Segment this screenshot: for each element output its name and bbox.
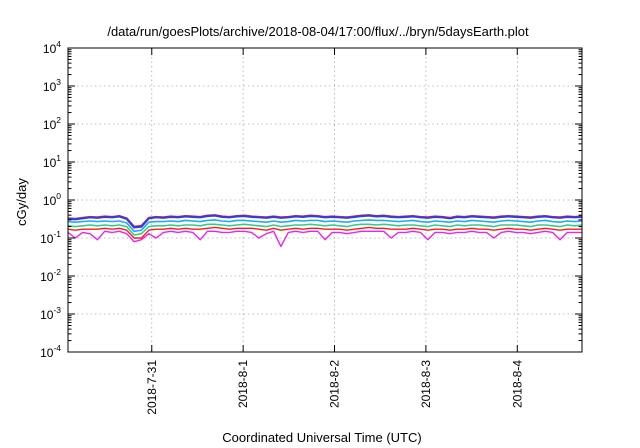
chart-title: /data/run/goesPlots/archive/2018-08-04/1… bbox=[107, 24, 529, 39]
x-axis-label: Coordinated Universal Time (UTC) bbox=[222, 430, 421, 445]
y-tick-label: 10-3 bbox=[40, 305, 61, 322]
series-line-4 bbox=[67, 223, 583, 236]
grid bbox=[68, 47, 582, 353]
y-axis: 10-4 10-3 10-2 10-1 100 101 102 103 104 bbox=[40, 39, 582, 360]
y-axis-label: cGy/day bbox=[14, 178, 29, 226]
x-tick-label: 2018-8-1 bbox=[236, 360, 250, 408]
x-tick-label: 2018-8-4 bbox=[510, 360, 524, 408]
y-tick-label: 101 bbox=[43, 153, 61, 170]
series-line-5 bbox=[67, 226, 582, 239]
y-tick-label: 10-4 bbox=[40, 343, 61, 360]
y-tick-label: 10-1 bbox=[40, 229, 61, 246]
x-tick-label: 2018-8-3 bbox=[419, 360, 433, 408]
y-tick-label: 103 bbox=[43, 77, 61, 94]
series-layer bbox=[67, 214, 583, 248]
series-line-6 bbox=[67, 230, 582, 248]
x-tick-label: 2018-8-2 bbox=[328, 360, 342, 408]
y-tick-label: 102 bbox=[43, 115, 61, 132]
x-tick-label: 2018-7-31 bbox=[145, 360, 159, 415]
series-line-2 bbox=[67, 214, 583, 229]
y-tick-label: 104 bbox=[43, 39, 61, 56]
x-axis: 2018-7-31 2018-8-1 2018-8-2 2018-8-3 2018-8-… bbox=[145, 48, 524, 415]
y-tick-label: 100 bbox=[43, 191, 61, 208]
y-tick-label: 10-2 bbox=[40, 267, 61, 284]
series-line-3 bbox=[67, 219, 583, 233]
